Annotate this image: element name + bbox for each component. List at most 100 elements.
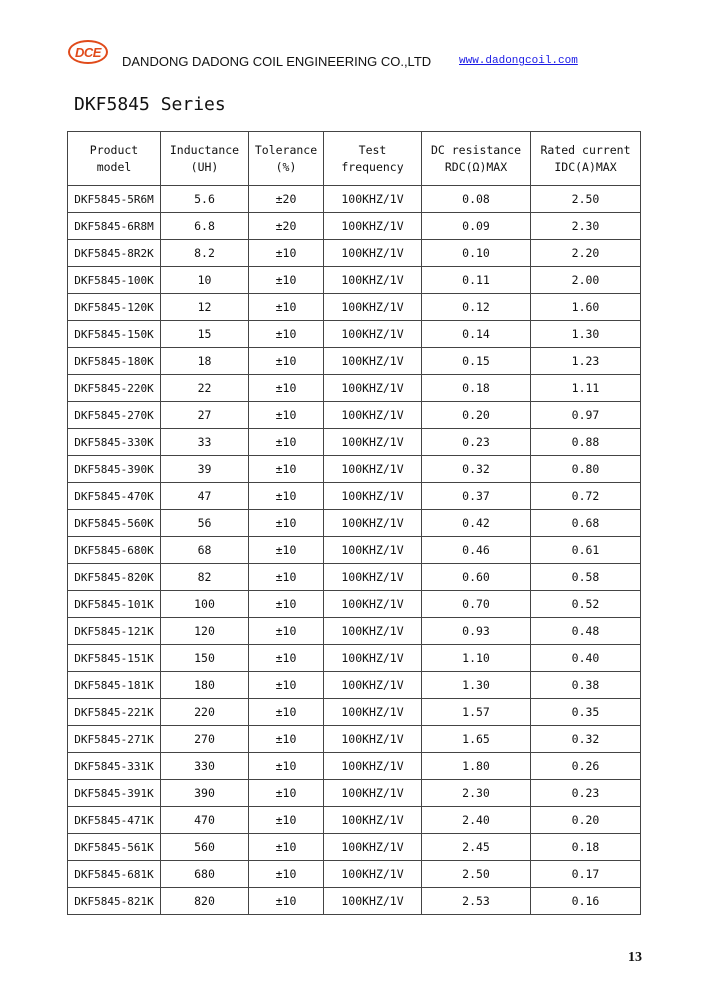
table-row: DKF5845-821K 820 ±10 100KHZ/1V 2.53 0.16	[67, 887, 641, 915]
cell-tolerance: ±10	[248, 401, 324, 429]
table-row: DKF5845-820K 82 ±10 100KHZ/1V 0.60 0.58	[67, 563, 641, 591]
cell-rated-current: 2.50	[530, 185, 641, 213]
table-row: DKF5845-120K 12 ±10 100KHZ/1V 0.12 1.60	[67, 293, 641, 321]
cell-rated-current: 1.60	[530, 293, 641, 321]
header-line: Product	[89, 142, 139, 157]
cell-product-model: DKF5845-150K	[67, 320, 161, 348]
page-title: DKF5845 Series	[74, 94, 226, 115]
cell-tolerance: ±10	[248, 320, 324, 348]
cell-tolerance: ±10	[248, 239, 324, 267]
table-row: DKF5845-220K 22 ±10 100KHZ/1V 0.18 1.11	[67, 374, 641, 402]
cell-product-model: DKF5845-180K	[67, 347, 161, 375]
cell-test-frequency: 100KHZ/1V	[323, 347, 422, 375]
cell-dc-resistance: 1.30	[421, 671, 531, 699]
cell-rated-current: 0.20	[530, 806, 641, 834]
header-line: Inductance	[169, 142, 240, 157]
cell-product-model: DKF5845-470K	[67, 482, 161, 510]
cell-rated-current: 0.97	[530, 401, 641, 429]
cell-inductance: 470	[160, 806, 249, 834]
cell-test-frequency: 100KHZ/1V	[323, 293, 422, 321]
cell-test-frequency: 100KHZ/1V	[323, 428, 422, 456]
cell-rated-current: 1.30	[530, 320, 641, 348]
cell-tolerance: ±10	[248, 374, 324, 402]
cell-test-frequency: 100KHZ/1V	[323, 590, 422, 618]
cell-inductance: 100	[160, 590, 249, 618]
cell-tolerance: ±10	[248, 833, 324, 861]
cell-test-frequency: 100KHZ/1V	[323, 698, 422, 726]
page-number: 13	[628, 950, 642, 965]
cell-dc-resistance: 0.11	[421, 266, 531, 294]
cell-inductance: 27	[160, 401, 249, 429]
cell-test-frequency: 100KHZ/1V	[323, 239, 422, 267]
header-rated-current: Rated current IDC(A)MAX	[530, 131, 641, 186]
cell-dc-resistance: 1.80	[421, 752, 531, 780]
cell-rated-current: 0.18	[530, 833, 641, 861]
cell-product-model: DKF5845-220K	[67, 374, 161, 402]
cell-rated-current: 0.38	[530, 671, 641, 699]
table-row: DKF5845-270K 27 ±10 100KHZ/1V 0.20 0.97	[67, 401, 641, 429]
cell-rated-current: 1.11	[530, 374, 641, 402]
cell-product-model: DKF5845-271K	[67, 725, 161, 753]
cell-tolerance: ±10	[248, 644, 324, 672]
cell-product-model: DKF5845-681K	[67, 860, 161, 888]
cell-rated-current: 2.00	[530, 266, 641, 294]
cell-product-model: DKF5845-561K	[67, 833, 161, 861]
table-row: DKF5845-470K 47 ±10 100KHZ/1V 0.37 0.72	[67, 482, 641, 510]
cell-inductance: 18	[160, 347, 249, 375]
cell-product-model: DKF5845-821K	[67, 887, 161, 915]
cell-product-model: DKF5845-391K	[67, 779, 161, 807]
cell-rated-current: 2.20	[530, 239, 641, 267]
header-line: frequency	[341, 159, 404, 174]
cell-tolerance: ±10	[248, 590, 324, 618]
cell-inductance: 47	[160, 482, 249, 510]
table-row: DKF5845-151K 150 ±10 100KHZ/1V 1.10 0.40	[67, 644, 641, 672]
cell-dc-resistance: 1.10	[421, 644, 531, 672]
cell-tolerance: ±10	[248, 509, 324, 537]
cell-dc-resistance: 0.12	[421, 293, 531, 321]
cell-test-frequency: 100KHZ/1V	[323, 725, 422, 753]
table-row: DKF5845-331K 330 ±10 100KHZ/1V 1.80 0.26	[67, 752, 641, 780]
website-link[interactable]: www.dadongcoil.com	[459, 55, 578, 67]
cell-dc-resistance: 0.18	[421, 374, 531, 402]
header-tolerance: Tolerance (%)	[248, 131, 324, 186]
cell-inductance: 8.2	[160, 239, 249, 267]
cell-product-model: DKF5845-221K	[67, 698, 161, 726]
cell-rated-current: 0.26	[530, 752, 641, 780]
header-line: RDC(Ω)MAX	[444, 159, 508, 174]
cell-test-frequency: 100KHZ/1V	[323, 212, 422, 240]
cell-inductance: 5.6	[160, 185, 249, 213]
cell-rated-current: 0.88	[530, 428, 641, 456]
cell-product-model: DKF5845-181K	[67, 671, 161, 699]
cell-test-frequency: 100KHZ/1V	[323, 536, 422, 564]
cell-tolerance: ±10	[248, 671, 324, 699]
header-product-model: Product model	[67, 131, 161, 186]
cell-rated-current: 0.52	[530, 590, 641, 618]
cell-tolerance: ±10	[248, 860, 324, 888]
cell-inductance: 150	[160, 644, 249, 672]
cell-rated-current: 0.80	[530, 455, 641, 483]
cell-tolerance: ±10	[248, 293, 324, 321]
cell-dc-resistance: 0.93	[421, 617, 531, 645]
table-header-row: Product model Inductance (UH) Tolerance (%) Te…	[67, 131, 641, 186]
cell-test-frequency: 100KHZ/1V	[323, 644, 422, 672]
header-line: DC resistance	[430, 142, 521, 157]
cell-tolerance: ±10	[248, 806, 324, 834]
cell-dc-resistance: 0.08	[421, 185, 531, 213]
table-body: DKF5845-5R6M 5.6 ±20 100KHZ/1V 0.08 2.50 DKF58…	[67, 185, 641, 915]
cell-tolerance: ±10	[248, 563, 324, 591]
cell-dc-resistance: 0.32	[421, 455, 531, 483]
table-row: DKF5845-101K 100 ±10 100KHZ/1V 0.70 0.52	[67, 590, 641, 618]
cell-dc-resistance: 0.09	[421, 212, 531, 240]
cell-inductance: 33	[160, 428, 249, 456]
cell-tolerance: ±10	[248, 698, 324, 726]
cell-test-frequency: 100KHZ/1V	[323, 401, 422, 429]
cell-dc-resistance: 2.50	[421, 860, 531, 888]
cell-inductance: 6.8	[160, 212, 249, 240]
table-row: DKF5845-681K 680 ±10 100KHZ/1V 2.50 0.17	[67, 860, 641, 888]
cell-product-model: DKF5845-121K	[67, 617, 161, 645]
cell-rated-current: 0.40	[530, 644, 641, 672]
cell-dc-resistance: 2.40	[421, 806, 531, 834]
cell-dc-resistance: 0.37	[421, 482, 531, 510]
cell-dc-resistance: 0.10	[421, 239, 531, 267]
cell-test-frequency: 100KHZ/1V	[323, 185, 422, 213]
